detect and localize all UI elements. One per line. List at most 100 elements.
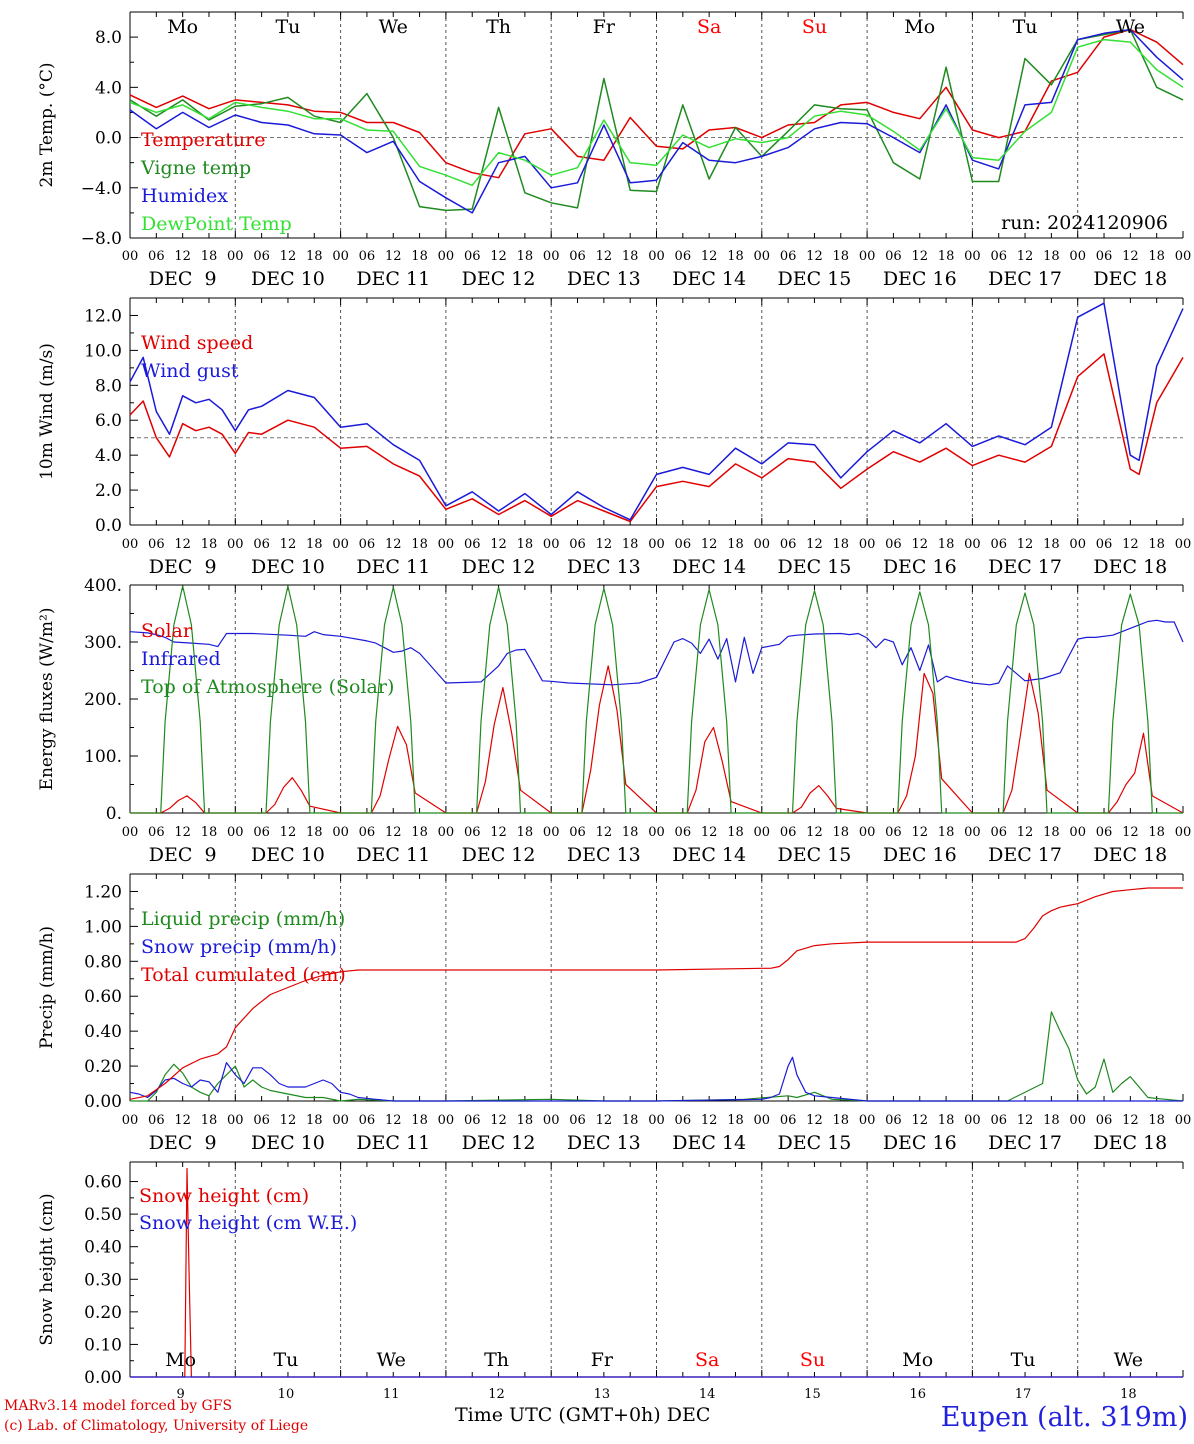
- date-label: DEC 15: [778, 556, 852, 578]
- credit-lab: (c) Lab. of Climatology, University of L…: [4, 1418, 309, 1434]
- hour-label: 18: [938, 249, 955, 264]
- hour-label: 12: [385, 1113, 402, 1128]
- hour-label: 18: [517, 1113, 534, 1128]
- day-name: Fr: [593, 16, 616, 38]
- station-label: Eupen (alt. 319m): [940, 1402, 1188, 1433]
- y-tick-label: 8.0: [95, 376, 122, 396]
- hour-label: 12: [1122, 249, 1139, 264]
- hour-label: 00: [332, 249, 349, 264]
- hour-label: 06: [253, 825, 270, 840]
- hour-label: 06: [569, 825, 586, 840]
- date-label: DEC 12: [462, 268, 536, 290]
- day-name: Su: [802, 16, 827, 38]
- hour-label: 06: [464, 537, 481, 552]
- date-label: DEC 12: [462, 1132, 536, 1154]
- series-line: [129, 1056, 1183, 1102]
- series-line: [129, 302, 1184, 521]
- day-name: Mo: [904, 16, 935, 38]
- hour-label: 06: [780, 1113, 797, 1128]
- date-label: DEC 17: [988, 556, 1062, 578]
- hour-label: 12: [174, 825, 191, 840]
- day-number: 9: [177, 1387, 185, 1402]
- day-name: Tu: [273, 1349, 298, 1371]
- hour-label: 18: [517, 249, 534, 264]
- day-number: 14: [699, 1387, 716, 1402]
- y-tick-label: 1.20: [84, 882, 122, 902]
- x-axis-title: Time UTC (GMT+0h) DEC: [455, 1404, 711, 1426]
- hour-label: 12: [280, 249, 297, 264]
- hour-label: 06: [675, 537, 692, 552]
- date-label: DEC 10: [251, 268, 325, 290]
- hour-label: 06: [148, 1113, 165, 1128]
- hour-label: 18: [727, 249, 744, 264]
- run-label: run: 2024120906: [1001, 212, 1168, 234]
- hour-label: 06: [780, 825, 797, 840]
- hour-label: 12: [911, 537, 928, 552]
- date-label: DEC 13: [567, 1132, 641, 1154]
- hour-label: 00: [227, 537, 244, 552]
- hour-label: 00: [227, 249, 244, 264]
- series-line: [129, 28, 1184, 214]
- hour-label: 18: [411, 537, 428, 552]
- date-label: DEC 17: [988, 1132, 1062, 1154]
- hour-label: 00: [648, 825, 665, 840]
- hour-label: 06: [990, 1113, 1007, 1128]
- hour-label: 00: [859, 249, 876, 264]
- hour-label: 00: [1069, 249, 1086, 264]
- hour-label: 06: [359, 249, 376, 264]
- date-label: DEC 16: [883, 268, 957, 290]
- y-tick-label: 0.30: [84, 1270, 122, 1290]
- hour-label: 06: [359, 1113, 376, 1128]
- hour-label: 12: [701, 537, 718, 552]
- hour-label: 12: [490, 1113, 507, 1128]
- y-tick-label: 0.10: [84, 1335, 122, 1355]
- hour-label: 18: [1148, 537, 1165, 552]
- hour-label: 12: [1017, 825, 1034, 840]
- hour-label: 06: [569, 1113, 586, 1128]
- hour-label: 06: [359, 825, 376, 840]
- y-tick-label: 0.60: [84, 987, 122, 1007]
- hour-label: 00: [859, 825, 876, 840]
- legend-entry: Top of Atmosphere (Solar): [141, 676, 394, 698]
- date-label: DEC 15: [778, 268, 852, 290]
- hour-label: 00: [122, 249, 139, 264]
- hour-label: 00: [122, 825, 139, 840]
- hour-label: 06: [148, 537, 165, 552]
- hour-label: 18: [622, 249, 639, 264]
- hour-label: 00: [1069, 537, 1086, 552]
- series-line: [130, 1011, 1184, 1102]
- hour-label: 06: [253, 537, 270, 552]
- hour-label: 00: [1069, 825, 1086, 840]
- date-label: DEC 13: [567, 844, 641, 866]
- panel-5: 0.00 0.10 0.20 0.30 0.40 0.50 0.60 Snow height …: [37, 1161, 1184, 1402]
- y-tick-label: 4.0: [95, 78, 122, 98]
- hour-label: 12: [1122, 537, 1139, 552]
- y-tick-label: 0.00: [84, 1368, 122, 1388]
- date-label: DEC 10: [251, 1132, 325, 1154]
- hour-label: 06: [359, 537, 376, 552]
- hour-label: 06: [885, 249, 902, 264]
- hour-label: 12: [701, 249, 718, 264]
- hour-label: 18: [1043, 249, 1060, 264]
- hour-label: 06: [675, 249, 692, 264]
- panel-3: 0. 100. 200. 300. 400. Energy fluxes (W/m²) So…: [37, 576, 1191, 866]
- hour-label: 12: [1017, 249, 1034, 264]
- y-tick-label: 1.00: [84, 917, 122, 937]
- hour-label: 18: [833, 249, 850, 264]
- hour-label: 12: [280, 825, 297, 840]
- date-label: DEC 16: [883, 844, 957, 866]
- hour-label: 12: [596, 825, 613, 840]
- hour-label: 00: [648, 1113, 665, 1128]
- day-name: Mo: [902, 1349, 933, 1371]
- hour-label: 06: [464, 249, 481, 264]
- date-label: DEC 10: [251, 556, 325, 578]
- hour-label: 18: [517, 825, 534, 840]
- hour-label: 00: [1069, 1113, 1086, 1128]
- date-label: DEC 16: [883, 556, 957, 578]
- hour-label: 00: [964, 249, 981, 264]
- hour-label: 00: [964, 537, 981, 552]
- legend-entry: Liquid precip (mm/h): [141, 908, 345, 930]
- date-label: DEC 14: [672, 844, 746, 866]
- y-tick-label: 0.: [106, 804, 122, 824]
- legend-entry: Vigne temp: [140, 157, 251, 179]
